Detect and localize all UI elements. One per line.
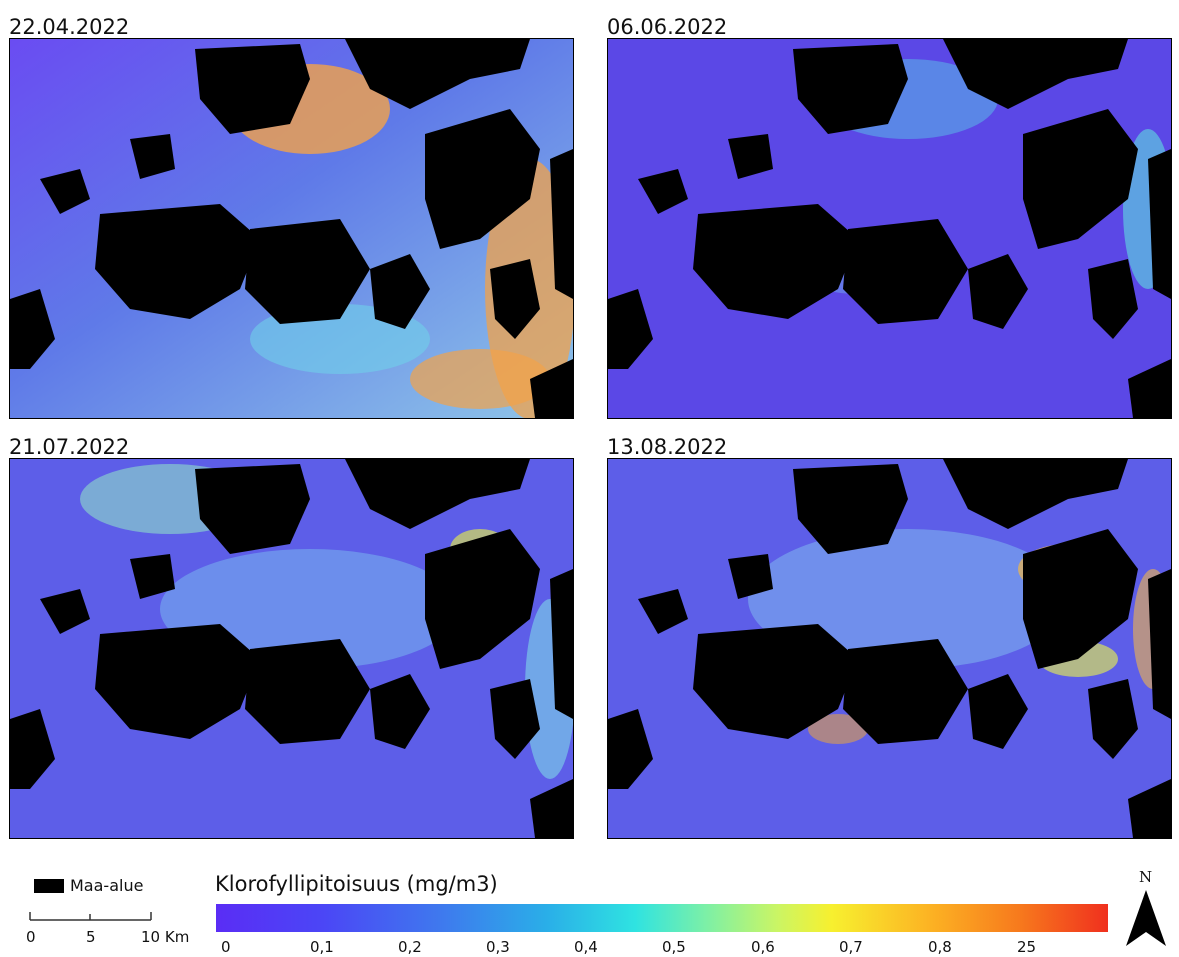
scale-bar: 0 5 10 Km — [26, 906, 209, 946]
colorbar — [216, 904, 1108, 932]
chlorophyll-map — [608, 459, 1171, 838]
scale-bar-graphic — [29, 912, 152, 921]
colorbar-tick: 0,8 — [928, 938, 952, 956]
colorbar-tick: 0,4 — [574, 938, 598, 956]
north-letter: N — [1139, 868, 1153, 886]
colorbar-tick: 0,5 — [662, 938, 686, 956]
panel-date-label: 06.06.2022 — [607, 15, 728, 39]
colorbar-tick: 0,1 — [310, 938, 334, 956]
scale-label-5: 5 — [86, 928, 96, 946]
north-arrow: N — [1124, 868, 1168, 948]
colorbar-tick: 0 — [221, 938, 231, 956]
scale-label-0: 0 — [26, 928, 36, 946]
chlorophyll-map — [608, 39, 1171, 418]
land-legend-label: Maa-alue — [70, 876, 144, 895]
land-legend: Maa-alue — [34, 876, 143, 895]
north-arrow-icon — [1126, 890, 1166, 946]
panel-date-label: 21.07.2022 — [9, 435, 130, 459]
colorbar-title: Klorofyllipitoisuus (mg/m3) — [215, 872, 498, 896]
map-image — [607, 458, 1172, 839]
map-image — [607, 38, 1172, 419]
chlorophyll-map — [10, 39, 573, 418]
map-image — [9, 458, 574, 839]
land-swatch — [34, 878, 64, 893]
colorbar-tick: 0,2 — [398, 938, 422, 956]
panel-date-label: 22.04.2022 — [9, 15, 130, 39]
colorbar-tick: 0,3 — [486, 938, 510, 956]
colorbar-tick: 25 — [1017, 938, 1037, 956]
chlorophyll-map — [10, 459, 573, 838]
scale-label-10: 10 Km — [141, 928, 190, 946]
panel-date-label: 13.08.2022 — [607, 435, 728, 459]
colorbar-tick: 0,6 — [751, 938, 775, 956]
colorbar-tick: 0,7 — [839, 938, 863, 956]
map-image — [9, 38, 574, 419]
